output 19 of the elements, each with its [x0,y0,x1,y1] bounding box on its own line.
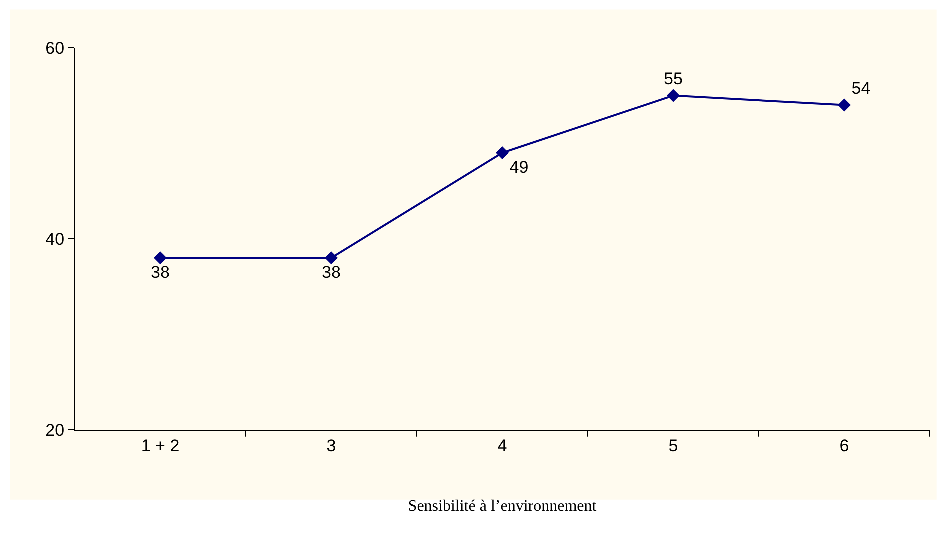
data-label: 54 [852,78,871,98]
x-tick-label: 5 [668,436,678,456]
x-axis-title: Sensibilité à l’environnement [408,498,598,516]
data-label: 38 [322,263,341,282]
point [667,89,680,102]
y-tick-label: 60 [46,38,65,58]
y-tick-label: 20 [46,420,65,440]
data-label: 55 [664,69,683,88]
point [325,252,338,265]
data-label: 49 [510,158,529,178]
x-tick-label: 6 [840,436,850,456]
x-tick-label: 4 [498,436,508,456]
y-tick-label: 40 [46,230,65,249]
point [838,98,851,112]
x-tick-label: 1 + 2 [141,436,180,456]
point [496,146,509,160]
data-label: 38 [151,263,170,282]
x-tick-label: 3 [326,436,336,456]
point [154,252,167,265]
